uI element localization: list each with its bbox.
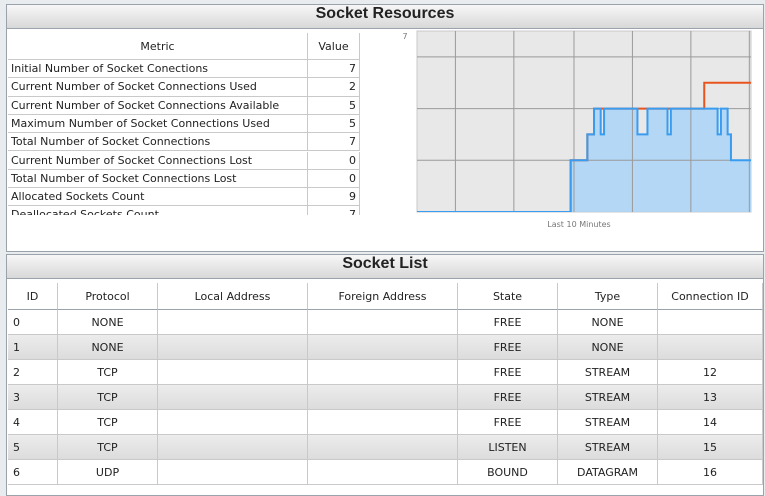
table-cell[interactable] [308,335,458,360]
panel-title: Socket List [7,255,763,279]
table-cell[interactable] [658,335,763,360]
metric-value[interactable]: 5 [308,114,360,134]
metrics-table[interactable]: Metric Value Initial Number of Socket Cone… [8,33,360,215]
table-cell[interactable]: FREE [458,410,558,435]
table-cell[interactable] [308,435,458,460]
table-cell[interactable]: STREAM [558,385,658,410]
table-cell[interactable]: STREAM [558,360,658,385]
metric-value[interactable]: 9 [308,188,360,207]
table-cell[interactable]: FREE [458,335,558,360]
metric-value[interactable]: 7 [308,60,360,79]
column-header: Type [558,283,658,310]
table-cell[interactable] [308,360,458,385]
table-cell[interactable]: 13 [658,385,763,410]
table-cell[interactable]: 14 [658,410,763,435]
table-cell[interactable] [308,460,458,485]
table-cell[interactable]: NONE [558,335,658,360]
table-cell[interactable]: 16 [658,460,763,485]
table-cell[interactable]: FREE [458,360,558,385]
metric-name[interactable]: Current Number of Socket Connections Use… [8,78,308,97]
table-cell[interactable]: FREE [458,385,558,410]
table-cell[interactable]: 15 [658,435,763,460]
column-header: Value [308,33,360,60]
table-cell[interactable]: NONE [58,310,158,335]
metric-name[interactable]: Initial Number of Socket Conections [8,60,308,79]
table-cell[interactable] [158,460,308,485]
table-cell[interactable]: 0 [8,310,58,335]
metric-value[interactable]: 7 [308,206,360,215]
page: Socket Resources Metric Value Initial Numb… [6,4,764,496]
table-cell[interactable]: 6 [8,460,58,485]
y-tick-label: 7 [402,32,407,41]
chart: 7 Last 10 Minutes [402,30,752,229]
table-cell[interactable]: 12 [658,360,763,385]
socket-table[interactable]: ID Protocol Local Address Foreign Address St… [8,283,763,493]
table-cell[interactable]: FREE [458,310,558,335]
column-header: Protocol [58,283,158,310]
table-cell[interactable] [158,435,308,460]
metric-name[interactable]: Total Number of Socket Connections Lost [8,169,308,189]
table-cell[interactable] [308,410,458,435]
metric-value[interactable]: 0 [308,151,360,170]
table-cell[interactable]: STREAM [558,410,658,435]
column-header: Connection ID [658,283,763,310]
column-header: Local Address [158,283,308,310]
metric-name[interactable]: Deallocated Sockets Count [8,206,308,215]
series-line [417,107,751,212]
table-cell[interactable] [158,385,308,410]
metric-value[interactable]: 2 [308,78,360,97]
table-cell[interactable]: TCP [58,435,158,460]
socket-resources-panel: Socket Resources Metric Value Initial Numb… [6,4,764,252]
metric-value[interactable]: 7 [308,133,360,152]
table-cell[interactable]: UDP [58,460,158,485]
table-cell[interactable]: 3 [8,385,58,410]
table-cell[interactable]: LISTEN [458,435,558,460]
column-header: Metric [8,33,308,60]
metric-name[interactable]: Current Number of Socket Connections Ava… [8,96,308,115]
table-cell[interactable] [308,385,458,410]
table-cell[interactable]: 5 [8,435,58,460]
table-cell[interactable] [158,335,308,360]
panel-title: Socket Resources [7,5,763,29]
metric-value[interactable]: 5 [308,96,360,115]
x-axis-label: Last 10 Minutes [547,220,610,229]
table-cell[interactable]: BOUND [458,460,558,485]
table-cell[interactable]: 2 [8,360,58,385]
socket-list-panel: Socket List ID Protocol Local Address Forei… [6,254,764,496]
table-cell[interactable]: NONE [58,335,158,360]
metric-name[interactable]: Current Number of Socket Connections Los… [8,151,308,170]
table-cell[interactable]: TCP [58,385,158,410]
table-cell[interactable]: TCP [58,410,158,435]
column-header: Foreign Address [308,283,458,310]
table-cell[interactable]: NONE [558,310,658,335]
column-header: ID [8,283,58,310]
table-cell[interactable] [158,310,308,335]
metric-name[interactable]: Total Number of Socket Connections [8,133,308,152]
table-cell[interactable] [658,310,763,335]
table-cell[interactable] [308,310,458,335]
table-cell[interactable]: DATAGRAM [558,460,658,485]
table-cell[interactable] [158,410,308,435]
metric-name[interactable]: Allocated Sockets Count [8,188,308,207]
metric-name[interactable]: Maximum Number of Socket Connections Use… [8,114,308,134]
table-cell[interactable]: STREAM [558,435,658,460]
table-cell[interactable]: 1 [8,335,58,360]
table-cell[interactable]: TCP [58,360,158,385]
column-header: State [458,283,558,310]
table-cell[interactable]: 4 [8,410,58,435]
metric-value[interactable]: 0 [308,169,360,189]
table-cell[interactable] [158,360,308,385]
